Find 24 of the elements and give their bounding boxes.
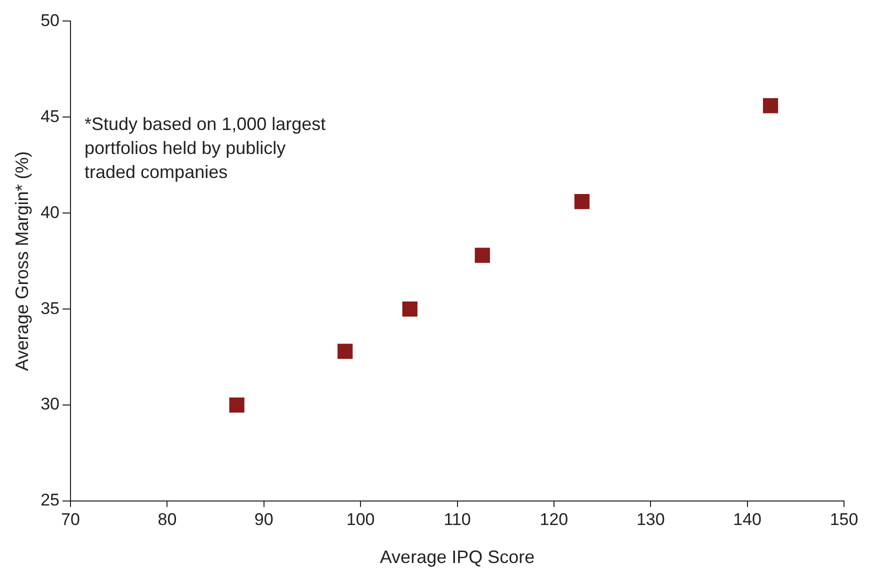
y-tick-label: 35 (40, 298, 60, 318)
y-tick-label: 30 (40, 394, 60, 414)
x-tick-label: 80 (158, 510, 177, 529)
y-tick-label: 25 (40, 490, 60, 510)
point (338, 344, 353, 359)
x-tick-label: 130 (636, 510, 665, 529)
y-tick-label: 40 (40, 202, 60, 222)
x-tick-label: 100 (346, 510, 375, 529)
x-tick-label: 70 (61, 510, 80, 529)
y-tick-label: 45 (40, 106, 60, 126)
x-axis-title: Average IPQ Score (380, 547, 535, 568)
x-tick-label: 110 (444, 510, 471, 529)
x-tick-label: 90 (254, 510, 274, 529)
point (574, 194, 590, 210)
annotation: *Study based on 1,000 largest portfolios held by publicly traded companies (84, 114, 326, 182)
point (762, 98, 778, 114)
point (474, 248, 490, 263)
y-axis-title: Average Gross Margin* (%) (12, 151, 32, 371)
y-tick-label: 50 (40, 10, 60, 30)
x-tick-label: 150 (830, 510, 858, 529)
x-tick-label: 120 (540, 510, 568, 529)
point (229, 397, 244, 413)
point (402, 302, 418, 317)
x-tick-label: 140 (733, 510, 762, 529)
